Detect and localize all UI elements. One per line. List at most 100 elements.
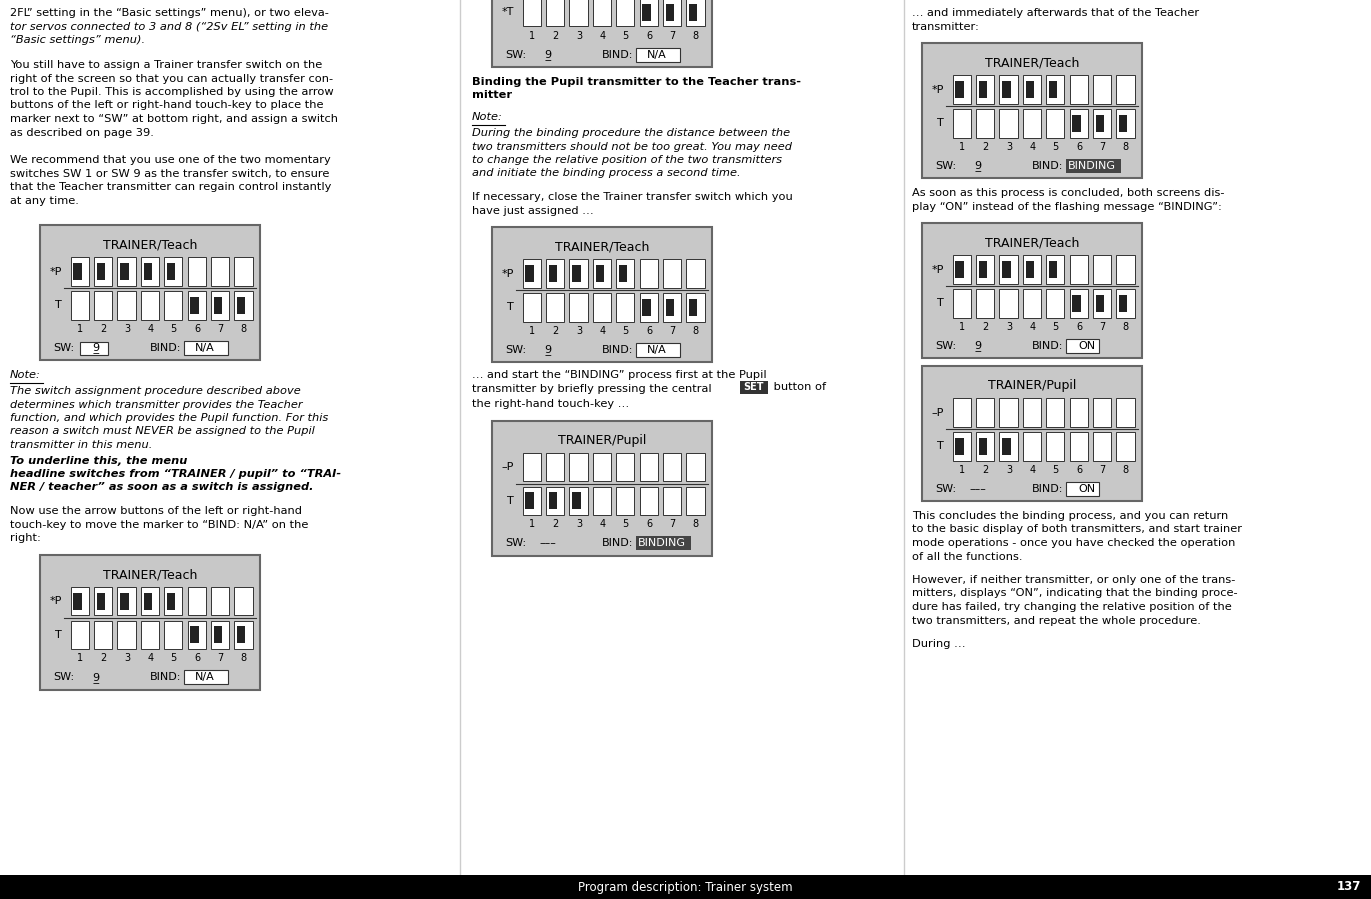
Text: *P: *P — [932, 264, 945, 274]
Text: marker next to “SW” at bottom right, and assign a switch: marker next to “SW” at bottom right, and… — [10, 114, 339, 124]
Text: 1: 1 — [960, 322, 965, 332]
Bar — [976, 432, 994, 460]
Bar — [167, 592, 175, 610]
Text: The switch assignment procedure described above: The switch assignment procedure describe… — [10, 386, 300, 396]
Bar — [1093, 76, 1111, 103]
Bar — [595, 265, 605, 282]
Bar — [1046, 398, 1064, 427]
Text: During …: During … — [912, 639, 965, 649]
Text: TRAINER/Teach: TRAINER/Teach — [984, 236, 1079, 250]
Bar — [636, 537, 691, 550]
Bar — [740, 380, 768, 394]
Text: 1: 1 — [77, 654, 84, 663]
Text: 8: 8 — [1123, 142, 1128, 152]
Text: BIND:: BIND: — [1032, 161, 1064, 171]
Bar — [165, 587, 182, 615]
Bar — [1026, 81, 1034, 98]
Bar — [144, 263, 152, 280]
Bar — [999, 109, 1017, 138]
Bar — [144, 592, 152, 610]
Bar — [1119, 295, 1127, 312]
Bar — [95, 257, 112, 286]
Text: 2: 2 — [100, 654, 107, 663]
Bar — [1116, 76, 1135, 103]
Bar — [956, 81, 964, 98]
Text: button of: button of — [771, 382, 827, 393]
Text: 1: 1 — [529, 520, 535, 530]
Text: 5: 5 — [622, 520, 629, 530]
Bar — [592, 0, 611, 26]
Text: T: T — [938, 298, 945, 308]
Bar — [97, 263, 106, 280]
Bar — [953, 76, 971, 103]
Text: BIND:: BIND: — [602, 539, 633, 548]
Bar — [141, 620, 159, 649]
Bar — [640, 486, 658, 515]
Text: 9̲: 9̲ — [544, 344, 551, 355]
Text: N/A: N/A — [647, 345, 666, 355]
Bar — [999, 289, 1017, 317]
Text: *P: *P — [932, 85, 945, 94]
Text: 9̲: 9̲ — [975, 160, 982, 172]
Bar — [1072, 115, 1080, 132]
Bar — [976, 109, 994, 138]
Bar — [687, 486, 705, 515]
Bar — [636, 48, 680, 62]
Bar — [71, 291, 89, 319]
Text: TRAINER/Teach: TRAINER/Teach — [555, 241, 650, 254]
Text: 4: 4 — [147, 654, 154, 663]
Text: Note:: Note: — [10, 370, 41, 380]
Bar — [1095, 295, 1104, 312]
Text: 6: 6 — [195, 324, 200, 334]
Bar — [546, 260, 565, 288]
Text: 2: 2 — [983, 322, 988, 332]
Text: 6: 6 — [646, 520, 653, 530]
Text: 8: 8 — [692, 31, 699, 41]
Bar — [188, 257, 206, 286]
Bar — [1093, 398, 1111, 427]
Bar — [492, 227, 712, 362]
Bar — [118, 587, 136, 615]
Text: 6: 6 — [646, 326, 653, 336]
Bar — [71, 620, 89, 649]
Text: … and start the “BINDING” process first at the Pupil: … and start the “BINDING” process first … — [472, 370, 766, 380]
Text: SW:: SW: — [53, 672, 74, 682]
Text: have just assigned …: have just assigned … — [472, 206, 594, 216]
Bar — [191, 297, 199, 314]
Text: TRAINER/Pupil: TRAINER/Pupil — [558, 434, 646, 447]
Bar — [976, 398, 994, 427]
Text: 5: 5 — [1053, 322, 1058, 332]
Text: right of the screen so that you can actually transfer con-: right of the screen so that you can actu… — [10, 74, 333, 84]
Text: SET: SET — [743, 382, 764, 392]
Text: *P: *P — [49, 596, 62, 606]
Text: 4: 4 — [599, 520, 606, 530]
Text: reason a switch must NEVER be assigned to the Pupil: reason a switch must NEVER be assigned t… — [10, 426, 315, 437]
Text: 1: 1 — [529, 31, 535, 41]
Text: transmitter in this menu.: transmitter in this menu. — [10, 440, 156, 450]
Bar — [569, 260, 588, 288]
Bar — [165, 257, 182, 286]
Bar — [522, 486, 542, 515]
Bar — [1067, 482, 1100, 496]
Text: tor servos connected to 3 and 8 (“2Sv EL” setting in the: tor servos connected to 3 and 8 (“2Sv EL… — [10, 22, 328, 31]
Text: 2: 2 — [553, 326, 559, 336]
Text: TRAINER/Pupil: TRAINER/Pupil — [988, 379, 1076, 393]
Bar — [141, 291, 159, 319]
Bar — [687, 453, 705, 481]
Bar — [616, 260, 635, 288]
Bar — [640, 453, 658, 481]
Bar — [548, 493, 557, 510]
Text: SW:: SW: — [935, 484, 957, 494]
Text: 137: 137 — [1337, 880, 1361, 894]
Bar — [118, 620, 136, 649]
Text: trol to the Pupil. This is accomplished by using the arrow: trol to the Pupil. This is accomplished … — [10, 87, 333, 97]
Bar — [953, 432, 971, 460]
Bar — [522, 0, 542, 26]
Text: 8: 8 — [692, 326, 699, 336]
Bar — [640, 293, 658, 322]
Bar — [1116, 398, 1135, 427]
Bar — [956, 438, 964, 455]
Text: T: T — [507, 496, 514, 506]
Bar — [525, 265, 533, 282]
Text: 4: 4 — [1030, 465, 1035, 475]
